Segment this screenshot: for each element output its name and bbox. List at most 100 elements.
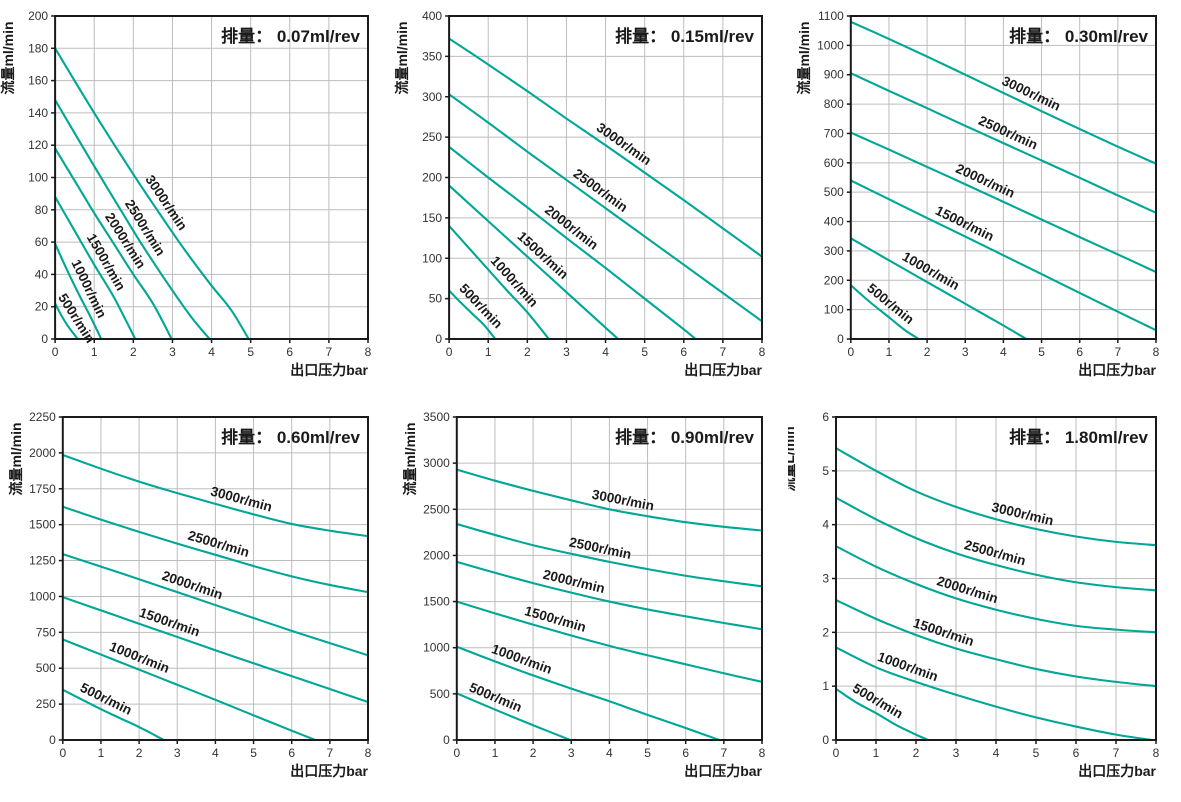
y-tick-label: 200: [28, 9, 48, 23]
x-tick-label: 7: [720, 345, 727, 359]
curve-label: 3000r/min: [209, 483, 274, 514]
x-tick-label: 6: [1072, 746, 1079, 760]
flow-curve: [835, 496, 1156, 591]
displacement-title: 排量： 1.80ml/rev: [1009, 427, 1148, 447]
y-tick-label: 60: [35, 235, 49, 249]
chart-cell-0.60: 0 1 2 3 4 5 6 7 8 0 250 500 750 1000 1250 1500 1750 2000 2…: [0, 401, 394, 802]
x-tick-label: 0: [847, 345, 854, 359]
x-tick-label: 8: [1152, 746, 1159, 760]
x-axis-title: 出口压力bar: [684, 763, 762, 779]
x-tick-label: 1: [485, 345, 492, 359]
flow-curve: [55, 146, 174, 339]
x-tick-label: 1: [98, 746, 105, 760]
x-axis-title: 出口压力bar: [1078, 362, 1156, 378]
y-tick-label: 700: [823, 126, 843, 140]
x-tick-label: 1: [91, 345, 98, 359]
x-tick-label: 5: [248, 345, 255, 359]
x-tick-label: 6: [680, 345, 687, 359]
x-axis-title: 出口压力bar: [291, 362, 369, 378]
x-tick-label: 0: [453, 746, 460, 760]
y-tick-label: 0: [435, 332, 442, 346]
flow-curve: [835, 645, 1153, 740]
curve-label: 2500r/min: [976, 112, 1040, 152]
x-tick-label: 6: [287, 345, 294, 359]
x-tick-label: 2: [912, 746, 919, 760]
y-tick-label: 500: [36, 661, 56, 675]
y-tick-label: 4: [822, 517, 829, 531]
x-tick-label: 8: [759, 345, 766, 359]
curves: [835, 446, 1156, 740]
x-tick-label: 1: [885, 345, 892, 359]
x-tick-label: 0: [832, 746, 839, 760]
chart-cell-0.30: 0 1 2 3 4 5 6 7 8 0 100 200 300 400 500 600 700 800 900 100…: [787, 0, 1181, 401]
x-tick-label: 4: [606, 746, 613, 760]
y-axis-title: 流量ml/min: [394, 21, 410, 94]
y-tick-label: 3000: [423, 456, 450, 470]
y-tick-label: 1000: [817, 38, 844, 52]
flow-curve: [835, 687, 929, 740]
axes: 0 1 2 3 4 5 6 7 8 0 100 200 300 400 500 600 700 800 900 100…: [817, 9, 1160, 359]
curve-label: 2500r/min: [568, 534, 633, 561]
x-tick-label: 3: [962, 345, 969, 359]
y-tick-label: 160: [28, 73, 48, 87]
flow-curve: [63, 637, 317, 740]
x-tick-label: 4: [212, 746, 219, 760]
curve-label: 2000r/min: [953, 160, 1017, 200]
y-tick-label: 2250: [29, 410, 56, 424]
y-tick-label: 300: [823, 243, 843, 257]
chart-cell-0.07: 0 1 2 3 4 5 6 7 8 0 20 40 60 80 100 120 140 160 180 200 出口压力…: [0, 0, 394, 401]
x-tick-label: 3: [169, 345, 176, 359]
flow-curve: [449, 289, 497, 339]
flow-curve: [456, 522, 762, 587]
y-tick-label: 6: [822, 410, 829, 424]
x-tick-label: 2: [530, 746, 537, 760]
y-tick-label: 3500: [423, 410, 450, 424]
x-tick-label: 5: [1038, 345, 1045, 359]
x-tick-label: 3: [952, 746, 959, 760]
x-tick-label: 1: [872, 746, 879, 760]
y-axis-title: 流量ml/min: [402, 422, 418, 495]
displacement-title: 排量： 0.30ml/rev: [1009, 26, 1148, 46]
flow-curve: [63, 595, 369, 703]
x-tick-label: 2: [923, 345, 930, 359]
x-tick-label: 7: [327, 746, 334, 760]
flow-curve: [449, 92, 762, 322]
y-tick-label: 100: [422, 251, 442, 265]
flow-curve: [55, 98, 211, 339]
x-tick-label: 4: [1000, 345, 1007, 359]
displacement-title: 排量： 0.90ml/rev: [615, 427, 754, 447]
flow-curve: [850, 178, 1156, 331]
y-tick-label: 900: [823, 67, 843, 81]
y-tick-label: 0: [49, 733, 56, 747]
x-tick-label: 5: [641, 345, 648, 359]
flow-curve: [63, 453, 369, 537]
y-tick-label: 500: [823, 185, 843, 199]
y-tick-label: 400: [422, 9, 442, 23]
flow-curve: [55, 301, 80, 339]
y-tick-label: 180: [28, 41, 48, 55]
y-tick-label: 100: [28, 170, 48, 184]
flow-curve: [456, 645, 721, 740]
displacement-title: 排量： 0.07ml/rev: [221, 26, 360, 46]
flow-curve: [449, 224, 550, 339]
y-axis-title: 流量ml/min: [795, 21, 811, 94]
x-tick-label: 4: [602, 345, 609, 359]
y-tick-label: 1100: [818, 9, 844, 23]
flow-curve-chart: 0 1 2 3 4 5 6 7 8 0 100 200 300 400 500 600 700 800 900 100…: [795, 9, 1160, 378]
x-tick-label: 0: [52, 345, 59, 359]
y-axis-title: 流量ml/min: [0, 21, 16, 94]
x-tick-label: 0: [446, 345, 453, 359]
y-tick-label: 500: [430, 686, 450, 700]
grid-lines: [449, 15, 762, 339]
x-tick-label: 1: [492, 746, 499, 760]
flow-curve: [456, 468, 762, 532]
y-tick-label: 3: [822, 571, 829, 585]
y-tick-label: 80: [35, 202, 49, 216]
displacement-title: 排量： 0.15ml/rev: [615, 26, 754, 46]
x-tick-label: 8: [365, 345, 372, 359]
x-tick-label: 7: [1114, 345, 1121, 359]
x-tick-label: 7: [1112, 746, 1119, 760]
grid-lines: [835, 416, 1156, 740]
grid-lines: [55, 15, 369, 339]
